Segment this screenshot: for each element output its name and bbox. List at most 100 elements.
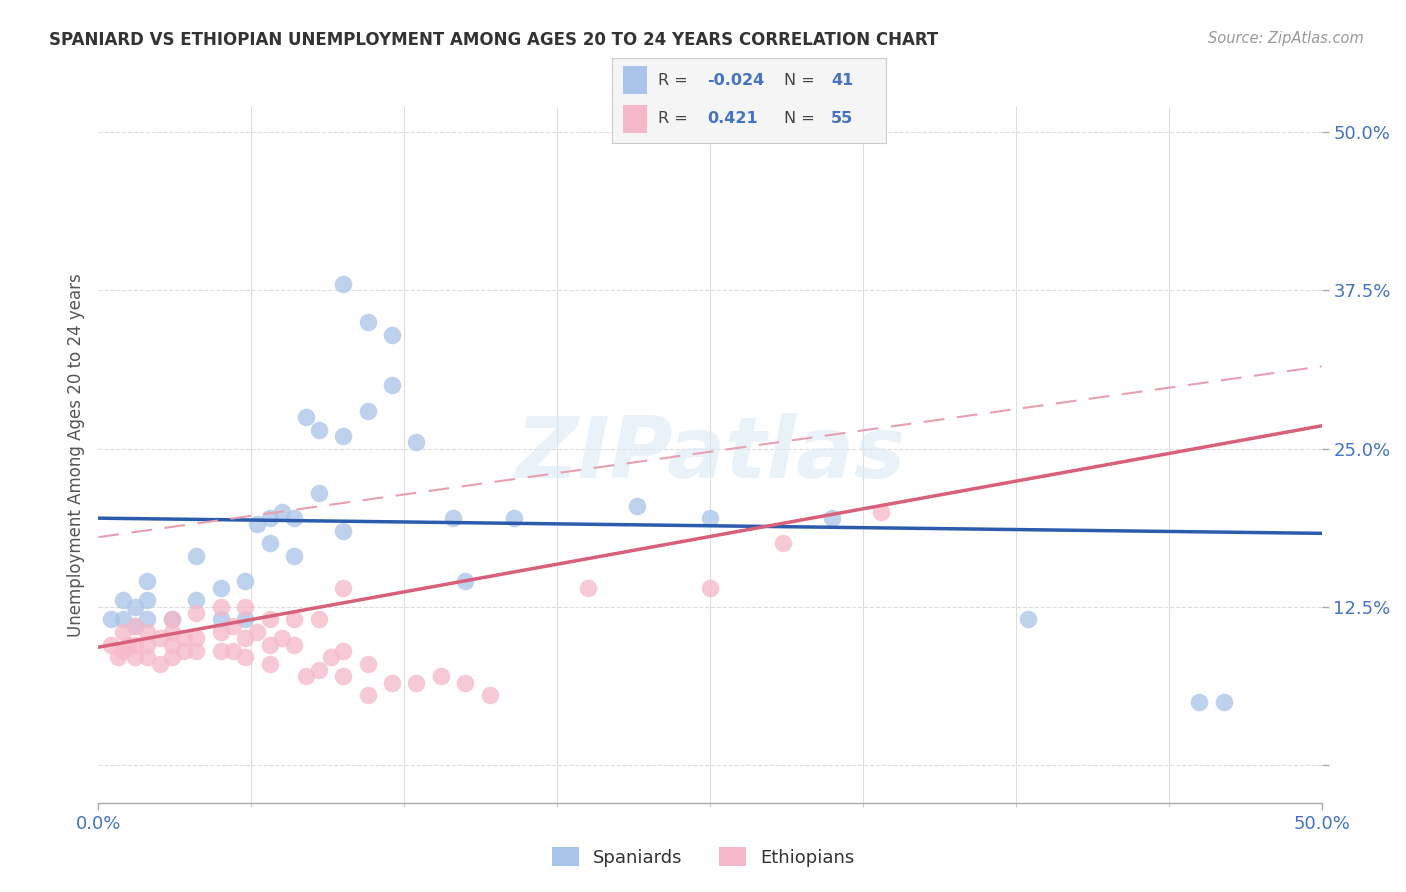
Point bbox=[699, 511, 721, 525]
Text: 41: 41 bbox=[831, 72, 853, 87]
Point bbox=[149, 632, 172, 646]
Point bbox=[186, 632, 208, 646]
Point bbox=[186, 549, 208, 563]
Point bbox=[356, 688, 378, 702]
Point bbox=[124, 650, 146, 665]
Point bbox=[246, 625, 269, 640]
Text: -0.024: -0.024 bbox=[707, 72, 765, 87]
Point bbox=[246, 517, 269, 532]
Point bbox=[295, 669, 318, 683]
Point bbox=[160, 625, 183, 640]
Text: N =: N = bbox=[785, 112, 815, 127]
Point bbox=[870, 505, 893, 519]
Point bbox=[100, 612, 122, 626]
Point bbox=[332, 277, 354, 292]
Text: 55: 55 bbox=[831, 112, 853, 127]
FancyBboxPatch shape bbox=[623, 67, 647, 94]
Text: ZIPatlas: ZIPatlas bbox=[515, 413, 905, 497]
Point bbox=[160, 638, 183, 652]
Point bbox=[124, 618, 146, 632]
Text: SPANIARD VS ETHIOPIAN UNEMPLOYMENT AMONG AGES 20 TO 24 YEARS CORRELATION CHART: SPANIARD VS ETHIOPIAN UNEMPLOYMENT AMONG… bbox=[49, 31, 938, 49]
Point bbox=[186, 593, 208, 607]
Point bbox=[233, 632, 256, 646]
Point bbox=[283, 612, 305, 626]
Point bbox=[503, 511, 526, 525]
Point bbox=[111, 625, 134, 640]
Point bbox=[332, 581, 354, 595]
Point bbox=[124, 638, 146, 652]
Point bbox=[283, 549, 305, 563]
Point bbox=[100, 638, 122, 652]
Point bbox=[209, 612, 232, 626]
Point bbox=[308, 612, 330, 626]
Point bbox=[209, 644, 232, 658]
Point bbox=[1188, 695, 1211, 709]
Point bbox=[136, 638, 159, 652]
Point bbox=[160, 612, 183, 626]
Point bbox=[233, 650, 256, 665]
Point bbox=[136, 593, 159, 607]
Point bbox=[160, 650, 183, 665]
Point bbox=[332, 669, 354, 683]
Point bbox=[136, 650, 159, 665]
Legend: Spaniards, Ethiopians: Spaniards, Ethiopians bbox=[544, 840, 862, 874]
Point bbox=[478, 688, 501, 702]
Point bbox=[454, 675, 477, 690]
Point bbox=[259, 612, 281, 626]
Point bbox=[111, 593, 134, 607]
Point bbox=[356, 403, 378, 417]
Point bbox=[209, 625, 232, 640]
Point bbox=[381, 327, 404, 342]
Point bbox=[270, 505, 294, 519]
Point bbox=[186, 606, 208, 620]
Point bbox=[117, 638, 139, 652]
Point bbox=[308, 486, 330, 500]
Point bbox=[332, 524, 354, 538]
Point bbox=[186, 644, 208, 658]
Point bbox=[259, 638, 281, 652]
Point bbox=[124, 599, 146, 614]
Point bbox=[283, 638, 305, 652]
Point bbox=[441, 511, 464, 525]
Point bbox=[136, 574, 159, 589]
Point bbox=[1017, 612, 1039, 626]
Point bbox=[283, 511, 305, 525]
Text: R =: R = bbox=[658, 72, 688, 87]
Point bbox=[160, 612, 183, 626]
Text: 0.421: 0.421 bbox=[707, 112, 758, 127]
Point bbox=[111, 612, 134, 626]
Point bbox=[209, 599, 232, 614]
Point bbox=[356, 657, 378, 671]
FancyBboxPatch shape bbox=[623, 105, 647, 133]
Point bbox=[222, 618, 245, 632]
Point bbox=[173, 632, 195, 646]
Point bbox=[308, 423, 330, 437]
Point bbox=[319, 650, 342, 665]
Point bbox=[576, 581, 599, 595]
Text: N =: N = bbox=[785, 72, 815, 87]
Point bbox=[222, 644, 245, 658]
Y-axis label: Unemployment Among Ages 20 to 24 years: Unemployment Among Ages 20 to 24 years bbox=[66, 273, 84, 637]
Point bbox=[233, 612, 256, 626]
Point bbox=[381, 675, 404, 690]
Point bbox=[136, 612, 159, 626]
Point bbox=[332, 429, 354, 443]
Point bbox=[173, 644, 195, 658]
Point bbox=[111, 644, 134, 658]
Point bbox=[699, 581, 721, 595]
Point bbox=[259, 536, 281, 550]
Point bbox=[107, 650, 129, 665]
Point bbox=[332, 644, 354, 658]
Point bbox=[772, 536, 794, 550]
Text: R =: R = bbox=[658, 112, 688, 127]
Point bbox=[295, 409, 318, 424]
Point bbox=[124, 618, 146, 632]
Point bbox=[209, 581, 232, 595]
Point bbox=[233, 599, 256, 614]
Point bbox=[259, 657, 281, 671]
Point bbox=[454, 574, 477, 589]
Point bbox=[430, 669, 453, 683]
Point bbox=[405, 435, 427, 450]
Point bbox=[233, 574, 256, 589]
Point bbox=[381, 378, 404, 392]
